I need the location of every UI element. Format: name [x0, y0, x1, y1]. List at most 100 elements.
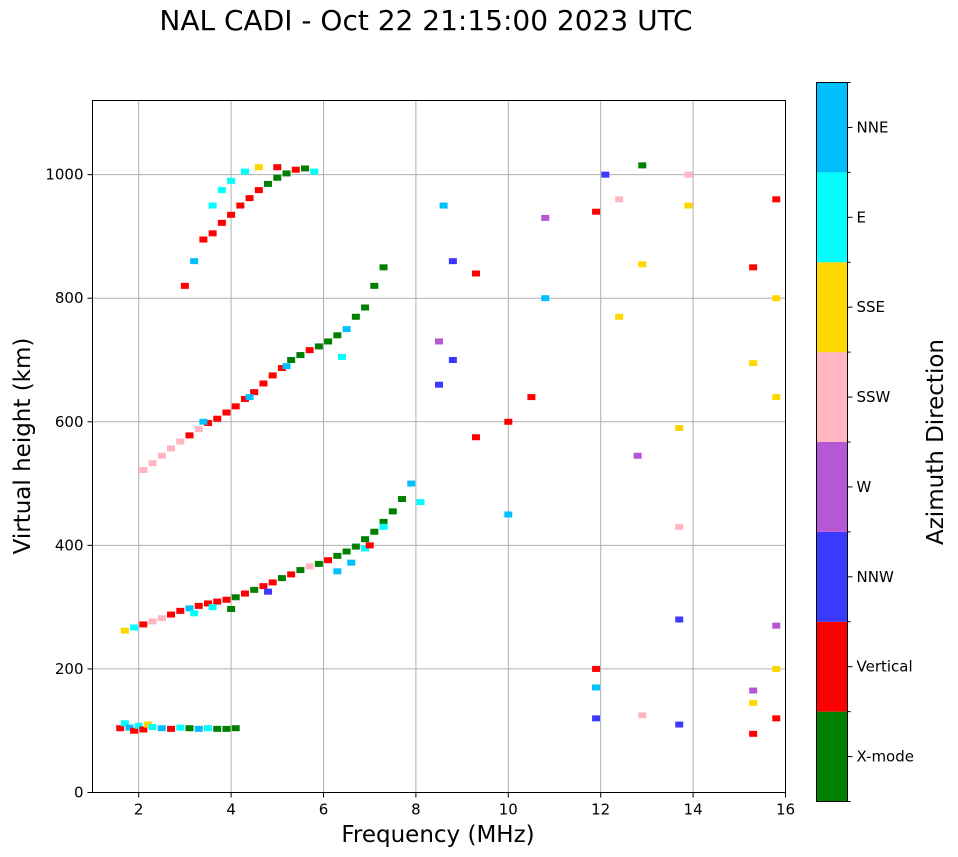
colorbar-label: Azimuth Direction — [923, 339, 949, 545]
echo-point — [125, 724, 134, 731]
echo-point — [305, 563, 314, 570]
echo-point — [347, 559, 356, 566]
echo-point — [527, 394, 536, 401]
echo-point — [185, 725, 194, 732]
echo-point — [254, 164, 263, 171]
colorbar-segment — [816, 172, 848, 263]
echo-point — [592, 715, 601, 722]
echo-point — [250, 389, 259, 396]
echo-point — [365, 542, 374, 549]
echo-point — [388, 508, 397, 515]
echo-point — [250, 586, 259, 593]
echo-point — [130, 624, 139, 631]
echo-point — [116, 725, 125, 732]
echo-point — [310, 168, 319, 175]
x-tick-label: 2 — [134, 801, 144, 819]
echo-point — [194, 602, 203, 609]
echo-point — [772, 196, 781, 203]
echo-point — [204, 600, 212, 607]
y-tick-label: 800 — [55, 289, 84, 307]
echo-point — [398, 496, 407, 503]
echo-point — [541, 295, 550, 302]
echo-point — [772, 715, 781, 722]
echo-point — [615, 313, 624, 320]
colorbar-tick-label: SSW — [857, 388, 891, 406]
echo-point — [227, 177, 236, 184]
echo-point — [264, 180, 273, 187]
echo-point — [167, 611, 176, 618]
echo-point — [134, 722, 143, 729]
x-tick-label: 4 — [226, 801, 236, 819]
echo-point — [675, 616, 684, 623]
echo-point — [305, 347, 314, 354]
echo-point — [314, 560, 323, 567]
echo-point — [139, 726, 148, 733]
echo-point — [324, 557, 333, 564]
echo-point — [342, 326, 351, 333]
echo-point — [638, 712, 647, 719]
echo-point — [180, 282, 189, 289]
echo-point — [541, 214, 550, 221]
echo-point — [148, 724, 157, 731]
chart-title: NAL CADI - Oct 22 21:15:00 2023 UTC — [159, 4, 693, 37]
colorbar-tick-label: Vertical — [857, 658, 913, 676]
colorbar: X-mode Vertical NNW W SSW SSE E NNE — [816, 82, 914, 802]
echo-point — [601, 171, 610, 178]
y-tick-label: 0 — [74, 784, 84, 802]
echo-point — [208, 230, 217, 237]
echo-point — [314, 343, 323, 350]
echo-point — [684, 171, 693, 178]
echo-point — [749, 730, 758, 737]
y-tick-label: 200 — [55, 660, 84, 678]
echo-point — [208, 604, 217, 611]
echo-point — [638, 261, 647, 268]
echo-point — [291, 166, 300, 173]
colorbar-tick-label: E — [857, 208, 866, 226]
colorbar-segment — [816, 531, 848, 622]
echo-point — [471, 434, 480, 441]
echo-point — [633, 452, 642, 459]
echo-point — [157, 725, 166, 732]
x-tick-label: 6 — [319, 801, 329, 819]
echo-point — [416, 499, 425, 506]
echo-point — [351, 543, 360, 550]
echo-point — [245, 394, 254, 401]
echo-point — [370, 528, 379, 535]
echo-point — [379, 264, 388, 271]
echo-point — [254, 187, 263, 194]
echo-point — [190, 610, 199, 617]
echo-point — [361, 304, 370, 311]
echo-point — [301, 165, 310, 172]
echo-point — [204, 725, 212, 732]
echo-point — [379, 523, 388, 530]
echo-point — [337, 353, 346, 360]
plot-area — [92, 100, 786, 793]
colorbar-segment — [816, 352, 848, 442]
echo-point — [749, 687, 758, 694]
colorbar-segment — [816, 621, 848, 712]
x-tick-label: 16 — [776, 801, 795, 819]
echo-point — [448, 357, 457, 363]
echo-point — [185, 605, 194, 612]
echo-point — [592, 665, 601, 672]
y-axis-label: Virtual height (km) — [10, 338, 36, 555]
echo-point — [194, 725, 203, 732]
echo-point — [333, 332, 342, 339]
echo-point — [638, 162, 647, 169]
colorbar-segment — [816, 711, 848, 802]
echo-point — [273, 164, 282, 171]
echo-point — [185, 432, 194, 439]
echo-point — [222, 725, 231, 732]
y-tick-label: 600 — [55, 413, 84, 431]
echo-point — [361, 545, 370, 552]
echo-point — [361, 536, 370, 543]
colorbar-tick-label: NNE — [857, 118, 889, 136]
colorbar-tick-label: X-mode — [857, 748, 914, 766]
echo-point — [240, 168, 249, 175]
echo-point — [139, 621, 148, 628]
echo-point — [675, 424, 684, 431]
echo-point — [194, 426, 203, 433]
echo-point — [222, 596, 231, 603]
echo-point — [130, 727, 139, 734]
echo-point — [324, 338, 333, 345]
